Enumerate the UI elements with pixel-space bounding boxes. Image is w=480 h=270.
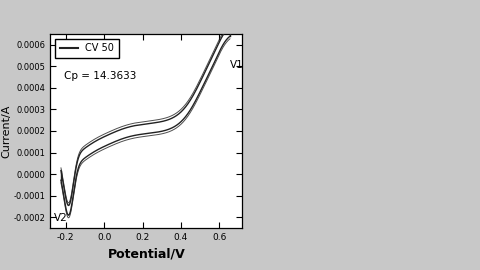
Text: V2: V2	[54, 212, 68, 222]
X-axis label: Potential/V: Potential/V	[108, 248, 185, 261]
Text: V1: V1	[230, 60, 244, 70]
Y-axis label: Current/A: Current/A	[1, 104, 11, 158]
Text: Cp = 14.3633: Cp = 14.3633	[64, 71, 136, 81]
Legend: CV 50: CV 50	[55, 39, 119, 58]
